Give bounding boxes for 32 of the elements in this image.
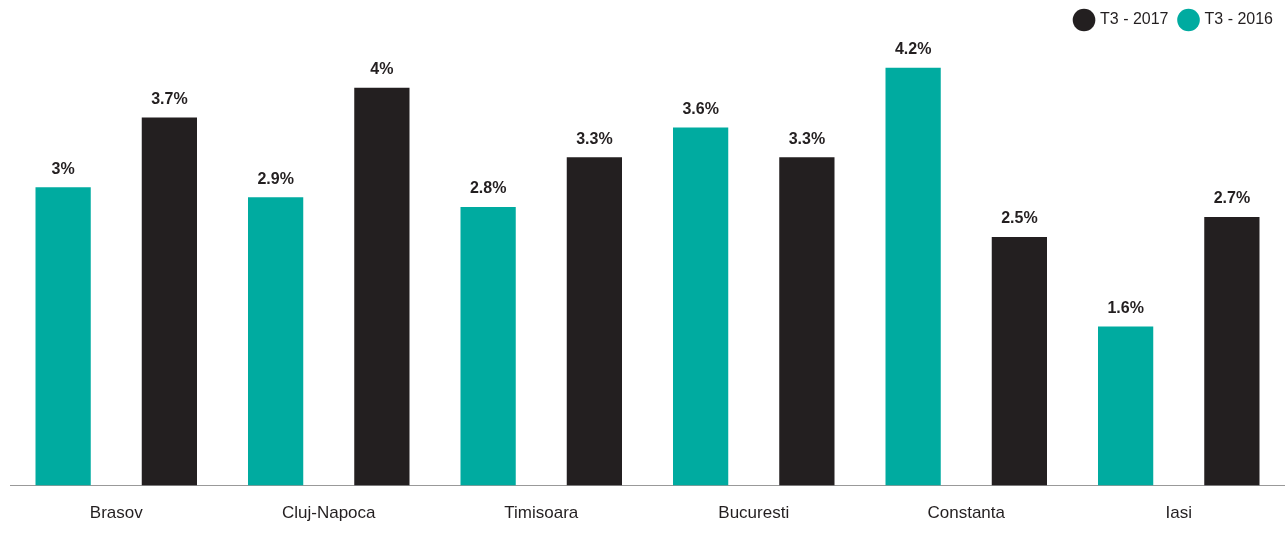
data-label: 3.3% <box>788 129 826 147</box>
bar <box>779 157 835 486</box>
x-tick-label: Cluj-Napoca <box>281 503 377 523</box>
bar <box>35 187 91 486</box>
data-label: 2.8% <box>469 179 507 197</box>
bar <box>885 67 941 486</box>
data-label: 3% <box>51 159 75 177</box>
bar <box>460 207 516 486</box>
bar <box>354 87 410 486</box>
x-tick-label: Iasi <box>1165 503 1192 523</box>
bar <box>248 197 304 486</box>
x-tick-label: Timisoara <box>504 503 579 523</box>
data-label: 2.9% <box>257 169 294 187</box>
x-tick-label: Constanta <box>927 503 1006 523</box>
bar <box>1204 217 1260 486</box>
x-tick-label: Bucuresti <box>718 503 790 523</box>
legend-label: T3 - 2017 <box>1100 10 1169 28</box>
data-label: 3.6% <box>682 99 719 117</box>
bar <box>991 236 1047 486</box>
data-label: 3.3% <box>576 129 613 147</box>
bar <box>566 157 622 486</box>
data-label: 4.2% <box>894 40 932 58</box>
data-label: 4% <box>370 60 394 78</box>
legend-label: T3 - 2016 <box>1204 10 1274 28</box>
x-tick-label: Brasov <box>89 503 144 523</box>
data-label: 3.7% <box>151 89 188 107</box>
bar <box>141 117 197 486</box>
bar <box>1098 326 1154 486</box>
data-label: 2.5% <box>1001 209 1038 227</box>
bar <box>673 127 729 486</box>
data-label: 1.6% <box>1107 298 1144 316</box>
data-label: 2.7% <box>1213 189 1251 207</box>
